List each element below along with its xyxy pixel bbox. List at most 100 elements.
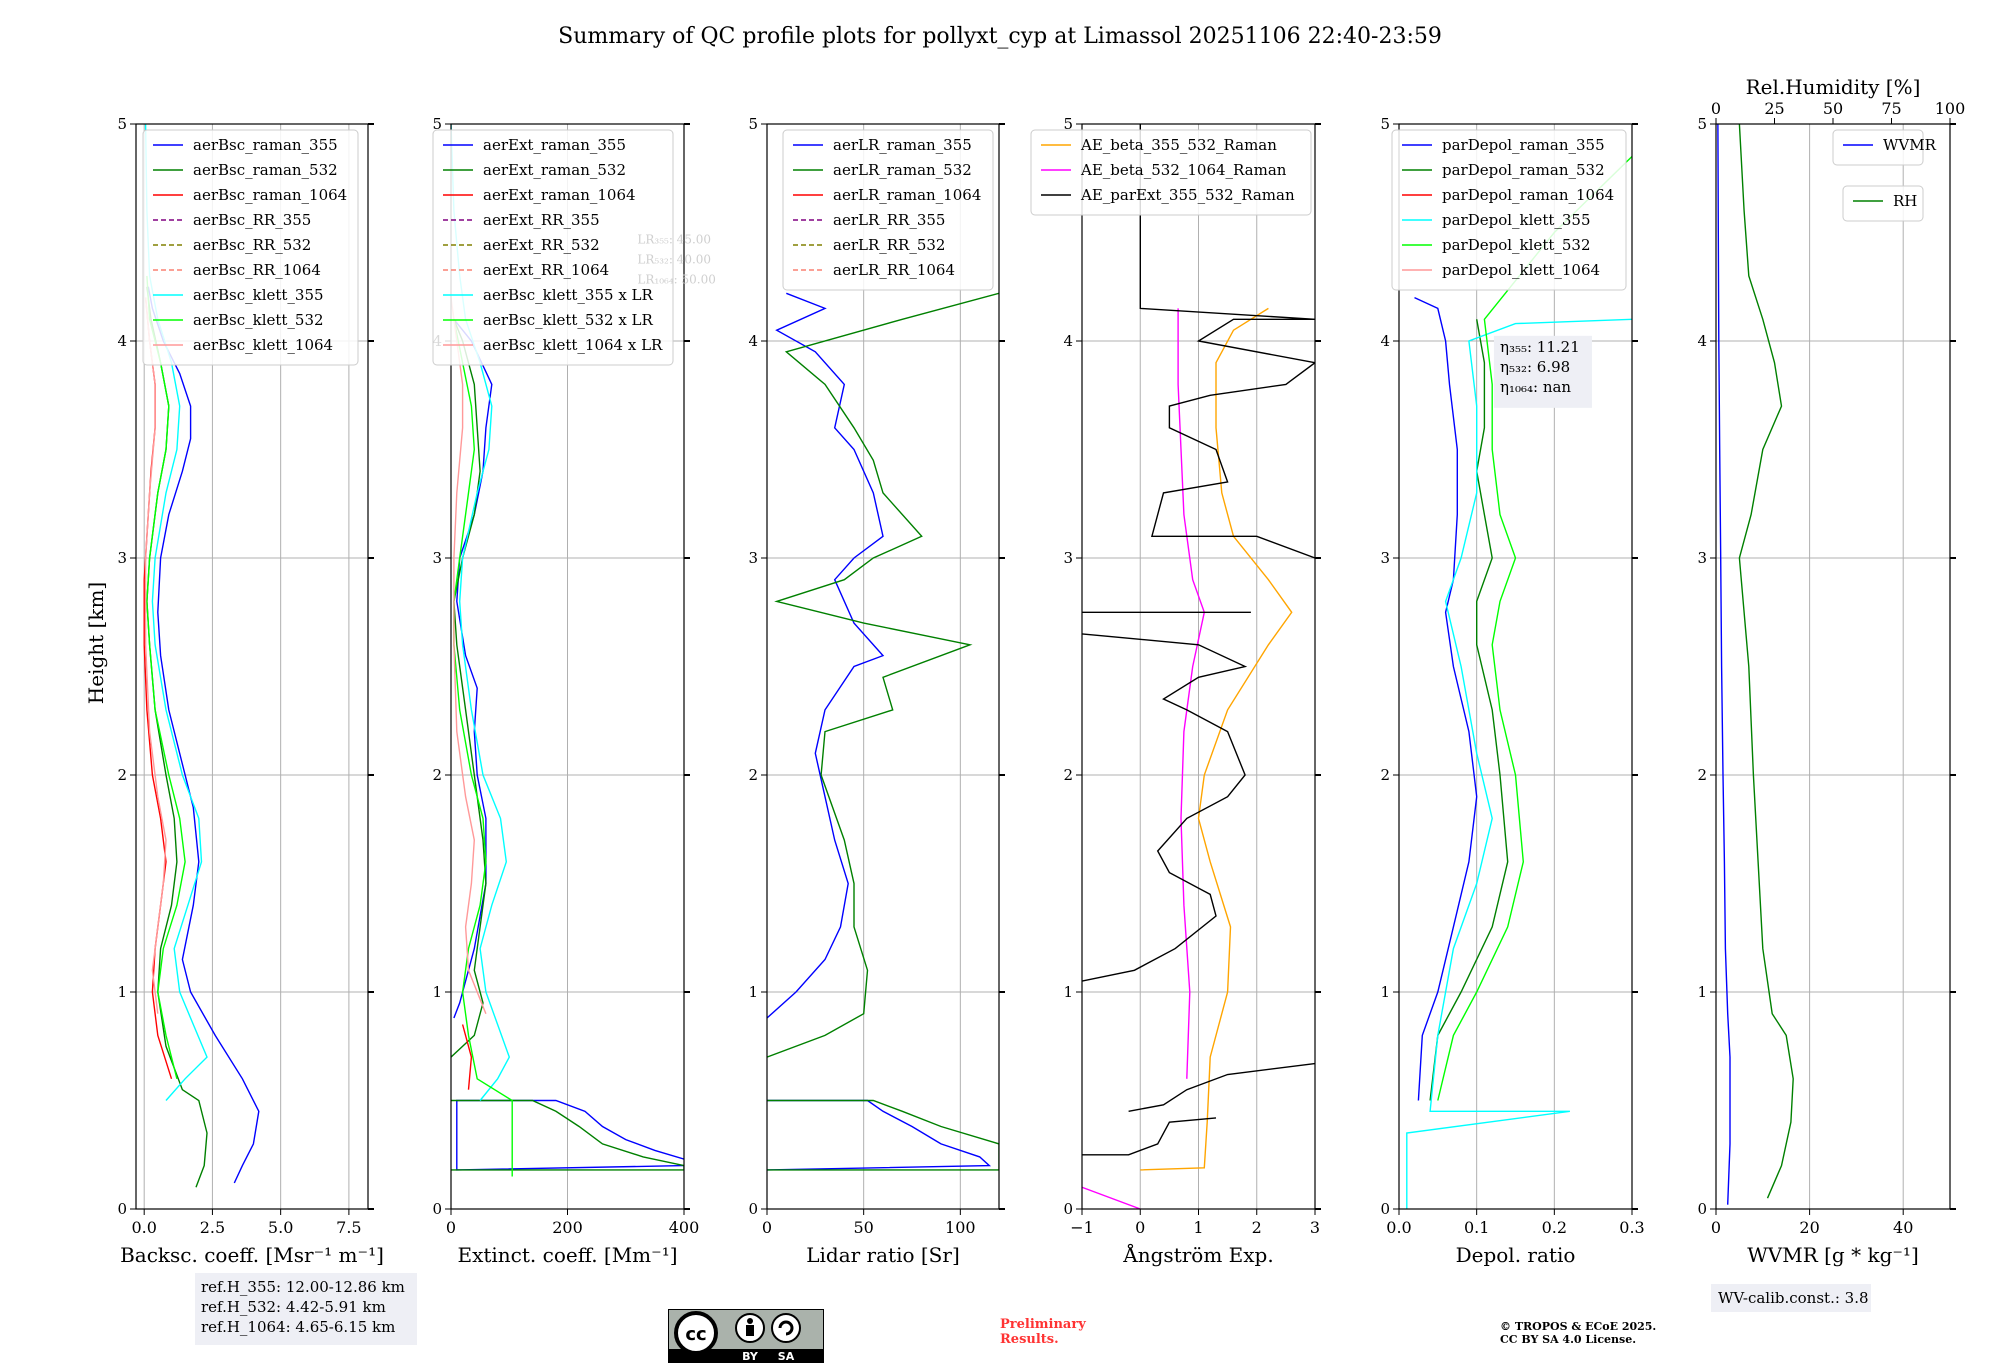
series-aerBsc_raman_355 (147, 286, 260, 1184)
wv-calib-note: WV-calib.const.: 3.8 (1718, 1289, 1869, 1307)
panel-depol: 0.0 0.1 0.2 0.3 0 1 2 3 4 5 Depol. ratio parDepol_r… (1380, 115, 1644, 1267)
panel-wv: 0 20 40 0 1 2 3 4 5 WVMR [g * kg⁻¹] 0 25 50 75 100 Rel.… (1697, 75, 1965, 1312)
panel-ext: 0200400012345Extinct. coeff. [Mm⁻¹]aerEx… (432, 115, 715, 1267)
top-x-axis-label: Rel.Humidity [%] (1746, 75, 1921, 99)
legend-label: WVMR (1883, 136, 1937, 154)
x-axis-label: Depol. ratio (1456, 1243, 1576, 1267)
legend-label: aerBsc_klett_355 (193, 286, 324, 304)
y-tick-label: 3 (1380, 549, 1390, 567)
legend-label: parDepol_raman_1064 (1442, 186, 1614, 204)
legend-label: aerBsc_klett_1064 (193, 336, 333, 354)
ref-height-1064: ref.H_1064: 4.65-6.15 km (201, 1318, 395, 1336)
series-parDepol_raman_532 (1429, 319, 1509, 1101)
legend-label: aerBsc_RR_1064 (193, 261, 321, 279)
legend-label: parDepol_klett_355 (1442, 211, 1591, 229)
textbox-line: η₁₀₆₄: nan (1500, 378, 1571, 396)
x-tick-label: 200 (552, 1218, 583, 1237)
legend-label: AE_parExt_355_532_Raman (1080, 186, 1295, 204)
series-AE_parExt_355_532_Raman_c (1082, 633, 1248, 982)
legend-label: aerExt_RR_1064 (483, 261, 609, 279)
axes-frame (1715, 123, 1951, 1210)
series-aerExt_raman_532_upper (451, 319, 487, 1058)
series-group-lr (767, 292, 999, 1171)
legend-label: aerLR_raman_355 (833, 136, 972, 154)
x-tick-label: 0.0 (1386, 1218, 1411, 1237)
x-tick-label: −1 (1070, 1218, 1094, 1237)
y-tick-label: 5 (1697, 115, 1707, 133)
textbox-line: η₃₅₅: 11.21 (1500, 338, 1580, 356)
x-tick-label: 5.0 (268, 1218, 293, 1237)
panels-group: 0.0 2.5 5.0 7.5 0 1 2 3 4 5 Backsc. coeff. [Msr⁻¹ … (117, 75, 1965, 1312)
y-tick-label: 4 (748, 332, 758, 350)
legend-label: aerLR_RR_532 (833, 236, 945, 254)
y-tick-label: 0 (1697, 1200, 1707, 1218)
series-group-wv (1717, 124, 1794, 1205)
sa-icon (771, 1313, 801, 1343)
legend-depol-legend: parDepol_raman_355 parDepol_raman_532 parD… (1391, 129, 1627, 291)
top-x-tick-label: 0 (1711, 99, 1721, 118)
preliminary-line1: Preliminary (1000, 1317, 1086, 1332)
legend-wv-legend2: RH (1842, 185, 1924, 222)
copyright-line1: © TROPOS & ECoE 2025. (1500, 1320, 1656, 1333)
x-axis-label: WVMR [g * kg⁻¹] (1747, 1243, 1919, 1267)
copyright-line2: CC BY SA 4.0 License. (1500, 1333, 1636, 1346)
x-tick-label: 0.1 (1464, 1218, 1489, 1237)
legend-box (432, 129, 674, 366)
x-tick-label: 3 (1310, 1218, 1320, 1237)
x-tick-label: 1 (1193, 1218, 1203, 1237)
series-aerLR_raman_532 (767, 1099, 999, 1171)
y-tick-label: 2 (748, 766, 758, 784)
top-x-tick-label: 100 (1935, 99, 1966, 118)
series-aerBsc_klett_1064 x LR (451, 297, 487, 1014)
series-AE_parExt_355_532_Raman_e (1139, 124, 1315, 559)
legend-lr-legend: aerLR_raman_355 aerLR_raman_532 aerLR_rama… (782, 129, 994, 291)
y-tick-label: 0 (117, 1200, 127, 1218)
top-x-tick-label: 25 (1764, 99, 1784, 118)
legend-label: aerBsc_RR_355 (193, 211, 311, 229)
legend-box (1832, 129, 1924, 166)
top-x-tick-label: 50 (1823, 99, 1843, 118)
axes-frame (135, 123, 369, 1210)
legend-bsc-legend: aerBsc_raman_355 aerBsc_raman_532 aerBsc_r… (142, 129, 359, 366)
reference-heights-box: ref.H_355: 12.00-12.86 km ref.H_532: 4.4… (195, 1273, 417, 1345)
x-tick-label: 0 (1711, 1218, 1721, 1237)
textbox-line: LR₅₃₂: 40.00 (637, 252, 711, 266)
y-tick-label: 4 (1697, 332, 1707, 350)
series-parDepol_klett_532 (1437, 155, 1632, 1101)
note-bg (1711, 1284, 1871, 1312)
series-aerBsc_raman_532 (146, 286, 208, 1188)
legend-box (782, 129, 994, 291)
y-tick-label: 3 (1063, 549, 1073, 567)
legend-box (1030, 129, 1312, 216)
series-aerExt_raman_1064 (461, 1024, 473, 1090)
legend-box (1842, 185, 1924, 222)
textbox-line: η₅₃₂: 6.98 (1500, 358, 1570, 376)
series-WVMR (1717, 124, 1731, 1205)
legend-label: parDepol_raman_532 (1442, 161, 1605, 179)
y-tick-label: 1 (1063, 983, 1073, 1001)
svg-text:cc: cc (685, 1324, 706, 1345)
x-tick-label: 0 (762, 1218, 772, 1237)
y-tick-label: 2 (1063, 766, 1073, 784)
legend-label: aerExt_raman_1064 (483, 186, 636, 204)
legend-label: aerBsc_klett_532 (193, 311, 324, 329)
legend-box (142, 129, 359, 366)
textbox-depol: η₃₅₅: 11.21 η₅₃₂: 6.98 η₁₀₆₄: nan (1493, 335, 1592, 408)
legend-label: aerBsc_klett_532 x LR (483, 311, 654, 329)
series-aerLR_raman_355_upper (767, 292, 885, 1019)
y-tick-label: 1 (1380, 983, 1390, 1001)
figure-title: Summary of QC profile plots for pollyxt_… (558, 24, 1442, 49)
series-AE_parExt_355_532_Raman_b (1128, 1062, 1315, 1112)
y-tick-label: 2 (1697, 766, 1707, 784)
y-tick-label: 5 (1380, 115, 1390, 133)
series-AE_beta_532_1064_Raman_b (1177, 308, 1206, 1079)
legend-label: aerBsc_raman_355 (193, 136, 338, 154)
y-tick-label: 2 (117, 766, 127, 784)
y-tick-label: 1 (1697, 983, 1707, 1001)
x-tick-label: 0.3 (1619, 1218, 1644, 1237)
y-tick-label: 5 (432, 115, 442, 133)
panel-lr: 0 50 100 0 1 2 3 4 5 Lidar ratio [Sr] aerLR_raman_… (748, 115, 1005, 1267)
series-aerBsc_klett_532 x LR (453, 319, 513, 1177)
y-tick-label: 0 (432, 1200, 442, 1218)
